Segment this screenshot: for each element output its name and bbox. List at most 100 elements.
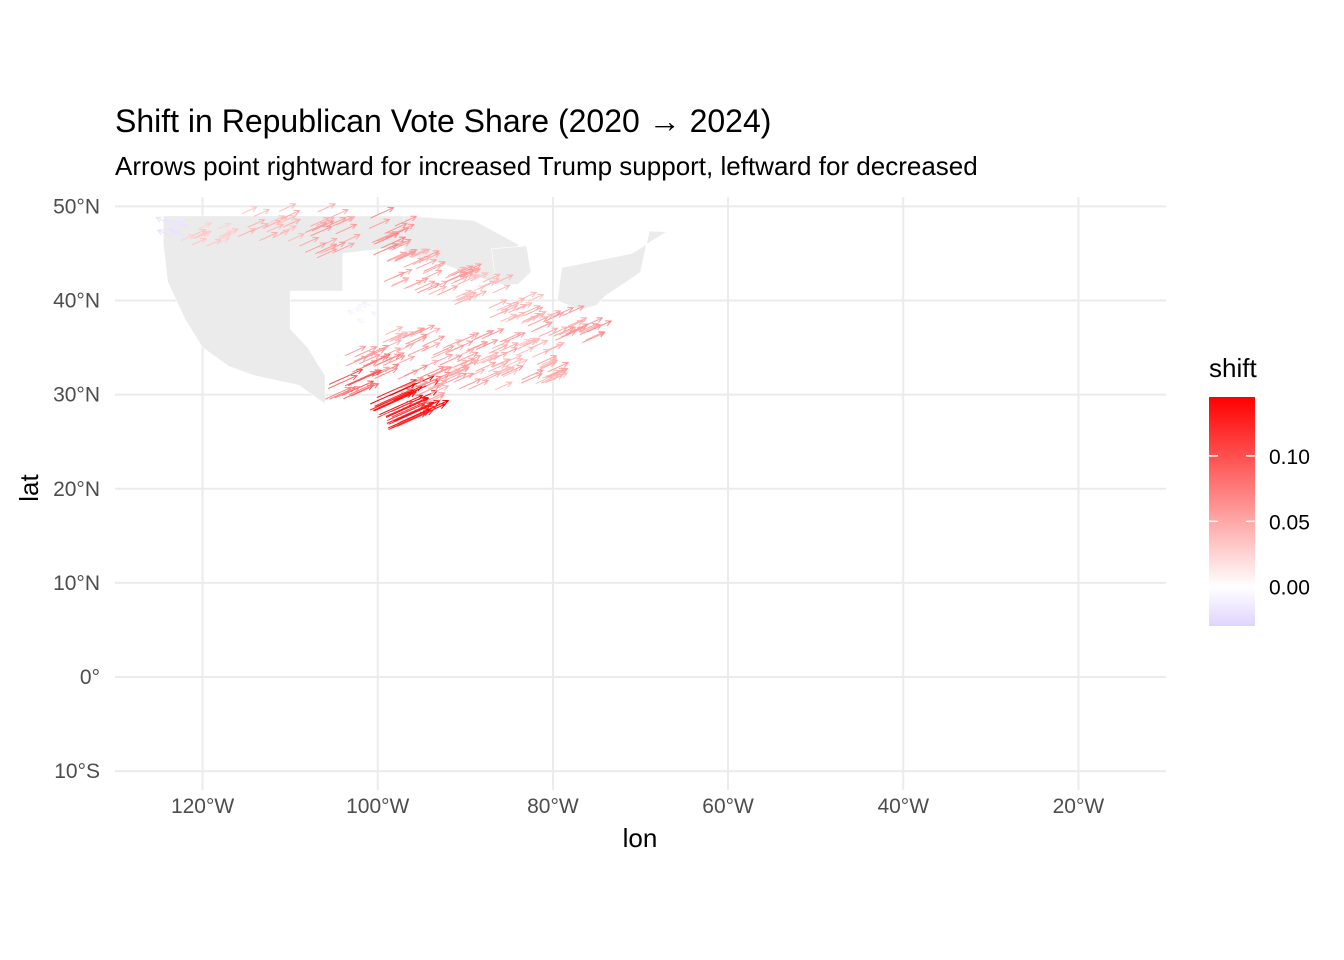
shift-arrow-head: [405, 269, 413, 275]
shift-arrow: [396, 343, 414, 353]
shift-arrow-head: [438, 261, 446, 267]
shift-arrow: [380, 236, 406, 249]
shift-arrow-head: [497, 328, 505, 334]
shift-arrow-head: [435, 269, 443, 276]
shift-arrow-head: [205, 222, 213, 229]
shift-arrow-head: [501, 344, 509, 350]
shift-arrow: [520, 373, 543, 384]
shift-arrow: [426, 375, 448, 387]
shift-arrow: [520, 291, 537, 300]
shift-arrow: [507, 297, 525, 307]
shift-arrow: [373, 391, 417, 412]
shift-arrow: [217, 222, 231, 230]
shift-arrow: [482, 278, 500, 287]
shift-arrow-head: [397, 240, 405, 247]
shift-arrow-head: [401, 392, 409, 399]
shift-arrow-head: [399, 236, 407, 243]
y-tick-label-0: 50°N: [53, 195, 100, 218]
shift-arrow-head: [521, 359, 529, 365]
shift-arrow-head: [535, 373, 543, 379]
shift-arrow: [538, 327, 558, 338]
shift-arrow: [347, 370, 382, 386]
shift-arrow: [366, 345, 389, 356]
shift-arrow: [447, 267, 467, 277]
shift-arrow-head: [398, 355, 406, 361]
shift-arrow-head: [595, 324, 603, 330]
shift-arrow: [328, 368, 363, 385]
shift-arrow-head: [187, 234, 196, 240]
shift-arrow: [409, 248, 428, 258]
shift-arrow-head: [511, 369, 519, 376]
x-tick-label-3: 60°W: [702, 795, 754, 818]
shift-arrow: [369, 392, 408, 411]
shift-arrow-head: [428, 280, 436, 287]
shift-arrow: [548, 326, 568, 337]
shift-arrow-head: [569, 330, 577, 337]
shift-arrow: [528, 294, 544, 302]
shift-arrow: [547, 367, 568, 378]
shift-arrow: [391, 241, 411, 251]
shift-arrow: [317, 203, 336, 213]
shift-arrow: [468, 379, 489, 390]
shift-arrow-head: [416, 377, 424, 383]
shift-arrow-head: [539, 311, 547, 317]
shift-arrow-head: [472, 332, 480, 339]
shift-arrow: [522, 337, 541, 347]
shift-arrow: [430, 349, 450, 359]
shift-arrow-head: [551, 327, 559, 334]
shift-arrow-head: [383, 218, 391, 225]
shift-arrow: [452, 294, 469, 302]
shift-arrow-head: [541, 340, 549, 346]
shift-arrow: [502, 369, 518, 378]
shift-arrow-head: [370, 311, 378, 317]
shift-arrow: [253, 209, 270, 217]
shift-arrow-head: [553, 369, 562, 376]
y-tick-label-5: 0°: [80, 666, 100, 689]
shift-arrow-head: [435, 375, 443, 382]
shift-arrow: [442, 339, 462, 349]
shift-arrow-head: [391, 243, 399, 249]
shift-arrow: [523, 306, 543, 317]
shift-arrow: [454, 357, 475, 368]
shift-arrow: [475, 339, 498, 350]
shift-arrow-head: [438, 366, 446, 372]
shift-arrow: [372, 232, 394, 243]
shift-arrow-head: [518, 297, 526, 304]
shift-arrow: [507, 312, 526, 321]
shift-arrow-head: [525, 302, 533, 308]
shift-arrow: [422, 335, 445, 347]
shift-arrow: [387, 408, 431, 429]
shift-arrow: [488, 363, 506, 373]
shift-arrow: [383, 271, 405, 283]
shift-arrow-head: [289, 203, 297, 209]
shift-arrow-head: [447, 345, 455, 351]
shift-arrow-head: [397, 352, 406, 358]
shift-arrow-head: [407, 223, 415, 230]
shift-arrow: [432, 345, 454, 356]
shift-arrow-head: [407, 343, 415, 349]
shift-arrow: [422, 270, 442, 280]
shift-arrow: [405, 334, 428, 345]
shift-arrow: [413, 324, 435, 336]
shift-arrow: [564, 320, 584, 330]
shift-arrow: [457, 351, 479, 362]
shift-arrow-head: [359, 345, 367, 352]
shift-arrow: [315, 243, 337, 255]
shift-arrow: [500, 302, 519, 312]
shift-arrow: [237, 228, 256, 238]
shift-arrow-head: [581, 323, 589, 330]
shift-arrow-head: [536, 369, 544, 376]
shift-arrow-head: [474, 267, 482, 274]
shift-arrow: [459, 267, 479, 278]
shift-arrow: [423, 383, 444, 393]
shift-arrow-head: [249, 228, 257, 234]
shift-arrow-head: [436, 383, 445, 389]
y-axis-label: lat: [14, 473, 44, 501]
shift-arrow: [177, 220, 190, 228]
legend-tick-label-0: 0.10: [1269, 446, 1310, 469]
shift-arrow-head: [156, 229, 164, 236]
shift-arrow-head: [250, 206, 258, 212]
shift-arrow: [421, 252, 440, 262]
shift-arrow: [411, 248, 430, 258]
shift-arrow: [180, 234, 195, 242]
